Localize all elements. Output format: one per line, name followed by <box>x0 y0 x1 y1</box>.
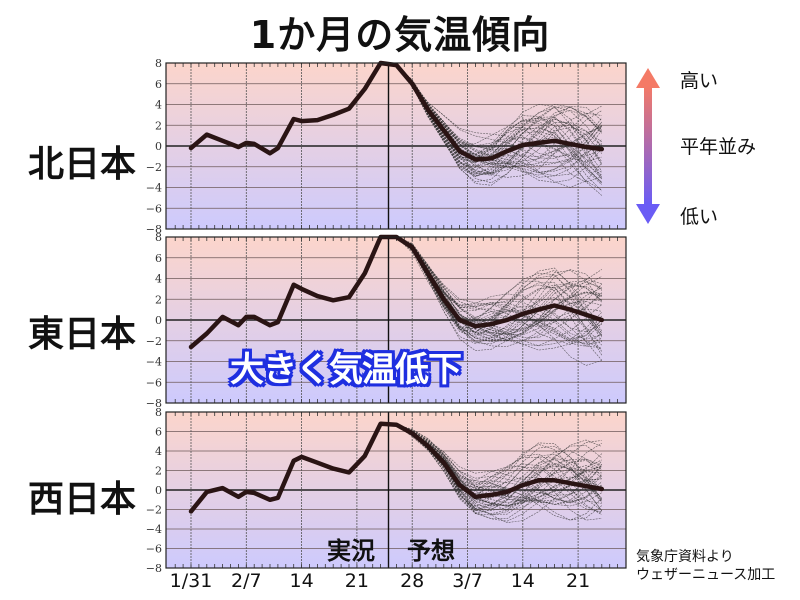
svg-text:2: 2 <box>155 119 162 132</box>
credit-line-1: 気象庁資料より <box>636 549 734 565</box>
legend-low: 低い <box>680 206 719 228</box>
svg-text:6: 6 <box>155 78 162 91</box>
region-label-east: 東日本 <box>28 314 137 355</box>
x-tick-label: 28 <box>400 570 425 592</box>
legend: 高い 平年並み 低い <box>628 62 800 232</box>
svg-text:4: 4 <box>155 99 162 112</box>
svg-text:8: 8 <box>155 406 162 419</box>
svg-text:4: 4 <box>155 273 162 286</box>
credit-line-2: ウェザーニュース加工 <box>636 567 776 583</box>
svg-text:−6: −6 <box>146 376 162 389</box>
x-tick-label: 14 <box>289 570 314 592</box>
x-tick-label: 14 <box>510 570 535 592</box>
x-tick-label: 2/7 <box>231 570 262 592</box>
region-label-west: 西日本 <box>28 479 137 520</box>
svg-text:−4: −4 <box>146 182 162 195</box>
data-credit: 気象庁資料より ウェザーニュース加工 <box>636 548 775 584</box>
svg-text:8: 8 <box>155 57 162 70</box>
gradient-arrow-icon <box>636 68 660 224</box>
forecast-label: 予想 <box>407 537 455 565</box>
svg-text:0: 0 <box>155 140 162 153</box>
region-label-north: 北日本 <box>28 144 137 185</box>
svg-text:−4: −4 <box>146 356 162 369</box>
svg-text:0: 0 <box>155 484 162 497</box>
svg-text:2: 2 <box>155 465 162 478</box>
observed-label: 実況 <box>327 537 375 565</box>
chart-panel-1: 8 6 4 2 0 −2 −4 −6 −8 <box>146 231 627 410</box>
chart-panel-0: 8 6 4 2 0 −2 −4 −6 −8 <box>146 57 627 236</box>
temperature-drop-callout: 大きく気温低下 <box>230 350 462 390</box>
x-tick-label: 3/7 <box>452 570 483 592</box>
mean-temperature-line <box>188 421 605 514</box>
svg-text:−2: −2 <box>146 335 162 348</box>
svg-text:2: 2 <box>155 293 162 306</box>
svg-text:−4: −4 <box>146 523 162 536</box>
chart-title: 1か月の気温傾向 <box>249 13 551 57</box>
svg-text:−8: −8 <box>146 562 162 575</box>
svg-text:−6: −6 <box>146 543 162 556</box>
chart-panel-2: 8 6 4 2 0 −2 −4 −6 −8 <box>146 406 627 575</box>
svg-text:0: 0 <box>155 314 162 327</box>
svg-text:4: 4 <box>155 445 162 458</box>
svg-text:6: 6 <box>155 426 162 439</box>
svg-text:−8: −8 <box>146 223 162 236</box>
legend-normal: 平年並み <box>680 136 757 158</box>
svg-text:−6: −6 <box>146 202 162 215</box>
x-tick-label: 21 <box>344 570 369 592</box>
svg-text:6: 6 <box>155 252 162 265</box>
svg-text:8: 8 <box>155 231 162 244</box>
svg-text:−2: −2 <box>146 504 162 517</box>
legend-high: 高い <box>680 70 719 92</box>
x-tick-label: 21 <box>566 570 591 592</box>
svg-text:−2: −2 <box>146 161 162 174</box>
x-tick-label: 1/31 <box>169 570 213 592</box>
svg-text:−8: −8 <box>146 397 162 410</box>
